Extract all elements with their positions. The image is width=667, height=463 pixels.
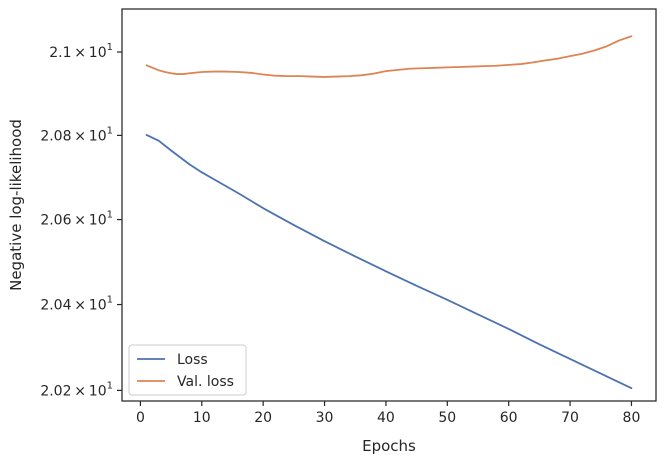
series-line-val-loss — [145, 35, 633, 78]
x-tick-label: 70 — [561, 410, 579, 426]
x-axis-title: Epochs — [362, 437, 416, 455]
x-axis: 0 10 20 30 40 50 60 70 80 — [136, 401, 640, 426]
series-line-loss — [145, 134, 633, 390]
x-tick-label: 10 — [193, 410, 211, 426]
plot-area — [122, 9, 656, 401]
x-tick-label: 80 — [623, 410, 641, 426]
x-tick-label: 20 — [254, 410, 272, 426]
y-axis-title: Negative log-likelihood — [7, 119, 25, 291]
x-tick-label: 30 — [316, 410, 334, 426]
legend: Loss Val. loss — [128, 344, 247, 396]
legend-label-val-loss: Val. loss — [177, 374, 234, 390]
x-tick-label: 60 — [500, 410, 518, 426]
y-tick-label: 2.04 × 101 — [40, 295, 113, 314]
plot-frame — [121, 8, 657, 402]
y-tick-label: 2.06 × 101 — [40, 210, 113, 229]
series-lines — [145, 35, 633, 390]
x-tick-label: 40 — [377, 410, 395, 426]
legend-box — [128, 344, 247, 396]
y-tick-label: 2.1 × 101 — [49, 42, 113, 61]
x-tick-label: 0 — [136, 410, 145, 426]
y-tick-label: 2.08 × 101 — [40, 125, 113, 144]
x-tick-label: 50 — [438, 410, 456, 426]
y-axis: 2.02 × 101 2.04 × 101 2.06 × 101 2.08 × 101… — [40, 42, 122, 399]
y-tick-label: 2.02 × 101 — [40, 380, 113, 399]
legend-label-loss: Loss — [177, 352, 208, 368]
